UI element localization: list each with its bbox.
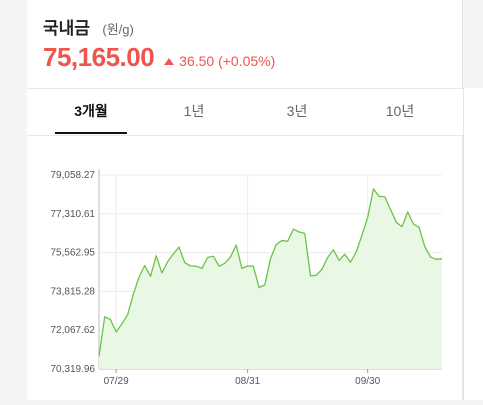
y-tick-label: 72,067.62 (51, 325, 96, 336)
x-tick-label: 08/31 (235, 376, 260, 387)
tab-10-years[interactable]: 10년 (385, 103, 415, 119)
y-tick-label: 75,562.95 (51, 248, 96, 259)
price-area-fill (99, 188, 442, 369)
tab-1-year[interactable]: 1년 (183, 103, 205, 119)
price-change: 36.50 (+0.05%) (164, 53, 275, 69)
right-panel (463, 88, 483, 400)
y-tick-label: 73,815.28 (51, 286, 96, 297)
price-chart-svg: 79,058.27 77,310.61 75,562.95 73,815.28 72,0… (51, 169, 443, 387)
tab-3-years[interactable]: 3년 (286, 103, 308, 119)
left-background (0, 0, 27, 400)
price-row: 75,165.00 36.50 (+0.05%) (43, 42, 275, 73)
current-price: 75,165.00 (43, 42, 155, 72)
title-row: 국내금 (원/g) (43, 14, 134, 39)
price-header: 국내금 (원/g) 75,165.00 36.50 (+0.05%) (43, 0, 463, 88)
tab-3-months[interactable]: 3개월 (41, 89, 141, 135)
y-tick-label: 79,058.27 (51, 170, 96, 181)
x-tick-label: 07/29 (104, 376, 129, 387)
y-tick-label: 77,310.61 (51, 209, 96, 220)
price-chart: 79,058.27 77,310.61 75,562.95 73,815.28 72,0… (27, 137, 463, 400)
x-tick-label: 09/30 (355, 376, 380, 387)
period-tabs: 3개월 1년 3년 10년 (27, 88, 463, 136)
price-line-series (98, 188, 443, 357)
y-tick-label: 70,319.96 (51, 364, 96, 375)
page-title: 국내금 (43, 19, 90, 38)
unit-label: (원/g) (102, 22, 134, 37)
right-panel-edge (463, 0, 483, 400)
price-change-value: 36.50 (+0.05%) (179, 53, 276, 69)
up-arrow-icon (164, 58, 175, 65)
